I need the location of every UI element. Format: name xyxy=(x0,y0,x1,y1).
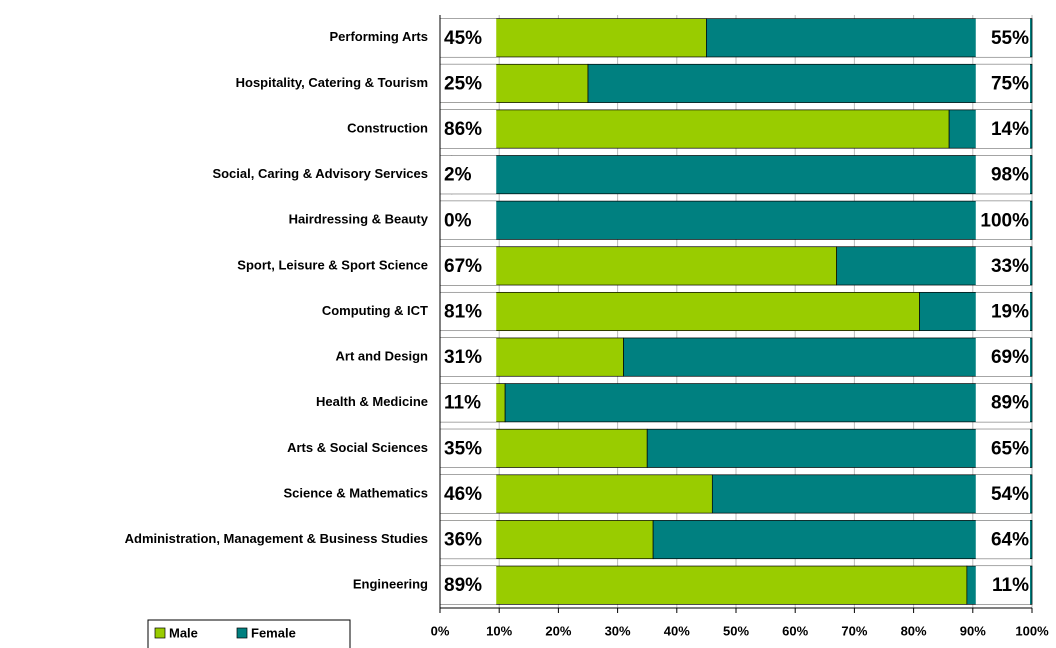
label-box xyxy=(440,292,497,331)
legend-label: Female xyxy=(251,625,296,640)
bar-segment xyxy=(587,63,1033,103)
data-label: 86% xyxy=(444,119,482,140)
x-tick-label: 60% xyxy=(782,623,808,638)
data-label: 89% xyxy=(444,575,482,596)
y-tick-label: Science & Mathematics xyxy=(283,485,428,500)
y-tick-label: Computing & ICT xyxy=(322,303,428,318)
data-label: 45% xyxy=(444,28,482,49)
data-label: 55% xyxy=(991,28,1029,49)
data-label: 0% xyxy=(444,210,472,231)
data-label: 75% xyxy=(991,73,1029,94)
data-label: 89% xyxy=(991,393,1029,414)
label-box xyxy=(975,64,1030,103)
y-tick-label: Engineering xyxy=(353,577,428,592)
y-tick-label: Hospitality, Catering & Tourism xyxy=(236,75,428,90)
label-box xyxy=(440,109,497,149)
data-label: 46% xyxy=(444,484,482,505)
data-label: 11% xyxy=(444,393,481,414)
data-label: 100% xyxy=(980,210,1029,231)
x-tick-label: 80% xyxy=(901,623,927,638)
label-box xyxy=(975,201,1030,240)
label-box xyxy=(440,429,497,468)
label-box xyxy=(440,246,497,286)
label-box xyxy=(975,520,1030,559)
bar-segment xyxy=(652,520,1033,560)
x-tick-label: 30% xyxy=(605,623,631,638)
data-label: 67% xyxy=(444,256,482,277)
label-box xyxy=(440,474,497,514)
data-label: 36% xyxy=(444,530,482,551)
legend-swatch xyxy=(236,627,248,639)
label-box xyxy=(975,566,1030,605)
label-box xyxy=(440,566,497,605)
label-box xyxy=(975,337,1030,377)
label-box xyxy=(975,474,1030,514)
label-box xyxy=(440,383,497,422)
label-box xyxy=(440,201,497,240)
bar-segment xyxy=(439,109,950,149)
data-label: 65% xyxy=(991,438,1029,459)
label-box xyxy=(975,292,1030,331)
data-label: 25% xyxy=(444,73,482,94)
legend-box xyxy=(147,619,351,648)
x-tick-label: 50% xyxy=(723,623,749,638)
data-label: 81% xyxy=(444,302,482,323)
data-label: 2% xyxy=(444,165,472,186)
label-box xyxy=(440,155,497,194)
data-label: 11% xyxy=(992,575,1029,596)
y-tick-label: Performing Arts xyxy=(330,29,428,44)
x-tick-label: 70% xyxy=(841,623,867,638)
legend-label: Male xyxy=(169,625,198,640)
data-label: 19% xyxy=(991,302,1029,323)
y-tick-label: Arts & Social Sciences xyxy=(287,440,428,455)
label-box xyxy=(975,155,1030,194)
data-label: 14% xyxy=(991,119,1029,140)
label-box xyxy=(440,337,497,377)
bar-segment xyxy=(451,155,1033,195)
x-tick-label: 20% xyxy=(545,623,571,638)
x-tick-label: 10% xyxy=(486,623,512,638)
data-label: 64% xyxy=(991,530,1029,551)
label-box xyxy=(440,64,497,103)
y-tick-label: Construction xyxy=(347,120,428,135)
y-tick-label: Hairdressing & Beauty xyxy=(289,212,429,227)
data-label: 69% xyxy=(991,347,1029,368)
data-label: 31% xyxy=(444,347,482,368)
bar-segment xyxy=(646,428,1033,468)
x-tick-label: 0% xyxy=(431,623,450,638)
bar-segment xyxy=(439,565,968,605)
label-box xyxy=(975,246,1030,286)
data-label: 35% xyxy=(444,438,482,459)
y-tick-label: Administration, Management & Business St… xyxy=(125,531,428,546)
data-label: 98% xyxy=(991,165,1029,186)
label-box xyxy=(440,520,497,559)
y-tick-label: Health & Medicine xyxy=(316,394,428,409)
bar-segment xyxy=(504,383,1033,423)
x-tick-label: 100% xyxy=(1015,623,1049,638)
y-tick-label: Sport, Leisure & Sport Science xyxy=(237,257,428,272)
data-label: 54% xyxy=(991,484,1029,505)
bar-segment xyxy=(623,337,1033,377)
label-box xyxy=(975,18,1030,57)
legend-swatch xyxy=(154,627,166,639)
x-tick-label: 40% xyxy=(664,623,690,638)
label-box xyxy=(975,383,1030,422)
y-tick-label: Art and Design xyxy=(336,349,429,364)
x-tick-label: 90% xyxy=(960,623,986,638)
data-label: 33% xyxy=(991,256,1029,277)
bar-segment xyxy=(439,246,837,286)
y-tick-label: Social, Caring & Advisory Services xyxy=(212,166,428,181)
label-box xyxy=(975,429,1030,468)
label-box xyxy=(440,18,497,57)
label-box xyxy=(975,109,1030,149)
bar-segment xyxy=(439,200,1033,240)
bar-segment xyxy=(439,291,920,332)
